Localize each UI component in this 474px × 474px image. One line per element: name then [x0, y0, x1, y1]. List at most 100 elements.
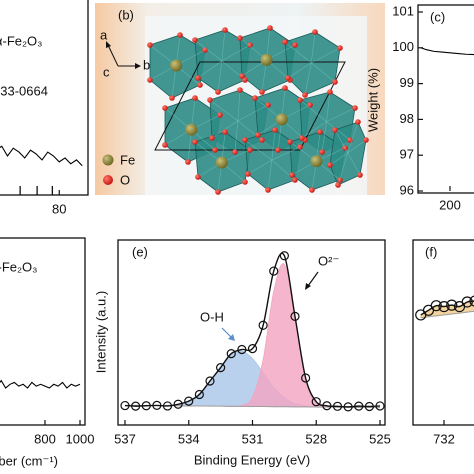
legend-label: O — [120, 172, 130, 187]
data-point — [269, 266, 279, 276]
octahedron-edge — [311, 31, 316, 63]
octahedron-edge — [311, 47, 341, 64]
data-point — [354, 401, 364, 411]
x-axis-label: Binding Energy (eV) — [194, 452, 310, 467]
data-point — [152, 400, 162, 410]
annotation: JCPDS 33-0664 — [0, 83, 48, 98]
o-atom — [192, 95, 198, 101]
panel-frame — [417, 4, 474, 194]
octahedron-edge — [217, 60, 223, 93]
o-atom — [282, 85, 288, 91]
data-line — [0, 379, 81, 389]
octahedron-edge — [347, 139, 367, 154]
y-axis-label: Intensity (a.u.) — [93, 291, 108, 373]
atoms — [147, 25, 369, 195]
data-point — [332, 401, 343, 411]
panel-label: (f) — [425, 244, 437, 259]
o-atom — [275, 147, 281, 153]
o-atom — [285, 75, 291, 81]
data-point — [237, 344, 247, 355]
data-point — [364, 401, 374, 412]
o-atom — [162, 105, 168, 111]
data-point — [258, 320, 268, 330]
x-tick-label: 537 — [114, 431, 136, 446]
component-label: O-H — [200, 309, 224, 324]
o-atom — [332, 127, 338, 133]
octahedron-edge — [221, 29, 226, 61]
o-atom — [242, 137, 248, 143]
octahedron-edge — [311, 62, 336, 83]
o-atom — [292, 177, 298, 183]
legend-label: Fe — [120, 152, 135, 167]
o-atom — [237, 87, 243, 93]
o-atom — [309, 187, 315, 193]
octahedron-edge — [271, 146, 301, 161]
data-point — [173, 399, 183, 409]
octahedron-edge — [197, 60, 223, 79]
o-atom — [247, 147, 253, 153]
o-atom — [299, 135, 305, 141]
data-point — [162, 401, 173, 411]
fit-line — [124, 252, 381, 408]
background-line — [420, 310, 474, 319]
octahedron-edge — [304, 62, 312, 96]
o-atom — [197, 82, 203, 88]
o-atom — [195, 174, 201, 180]
o-atom — [162, 142, 168, 148]
octahedron-edge — [337, 152, 349, 186]
o-atom — [147, 77, 153, 83]
fe-atom — [215, 156, 228, 169]
o-atom — [363, 137, 369, 143]
data-point — [311, 397, 321, 407]
data-point — [131, 401, 141, 411]
fe-atom — [185, 123, 198, 136]
o-atom — [337, 177, 343, 183]
annotation-arrow — [221, 327, 233, 339]
fe-atom — [275, 113, 288, 126]
o-atom — [332, 79, 338, 85]
arrow-head — [135, 63, 141, 69]
o-atom — [232, 149, 238, 155]
data-point — [322, 401, 332, 411]
data-point — [216, 363, 226, 373]
axis-label: b — [143, 57, 150, 72]
o-atom — [337, 45, 343, 51]
legend-swatch — [102, 154, 114, 166]
panel-frame — [117, 239, 386, 426]
octahedron-edge — [321, 121, 327, 153]
unit-cell — [154, 61, 346, 151]
o-atom — [222, 129, 228, 135]
o-atom — [252, 95, 258, 101]
octahedron-edge — [271, 129, 276, 161]
panel-frame — [412, 239, 474, 426]
o-atom — [317, 129, 323, 135]
data-line — [0, 145, 83, 167]
o-atom — [307, 102, 313, 108]
data-point — [279, 251, 289, 261]
annotation: α-Fe₂O₃ — [0, 33, 42, 48]
o-atom — [192, 139, 198, 145]
data-line — [421, 47, 474, 56]
x-tick-label: 1000 — [66, 431, 95, 446]
octahedron-edge — [301, 121, 327, 139]
panel-label: (c) — [430, 9, 445, 24]
octahedron-edge — [347, 121, 359, 153]
fe-atom — [310, 155, 323, 168]
octahedron-edge — [326, 91, 331, 122]
o-atom — [265, 102, 271, 108]
x-tick-label: 528 — [305, 431, 327, 446]
data-point — [469, 295, 474, 307]
octahedron-edge — [267, 160, 273, 191]
x-tick-label: 80 — [52, 201, 66, 216]
o-atom — [312, 29, 318, 35]
x-tick-label: 732 — [433, 431, 455, 446]
o-atom — [215, 89, 221, 95]
data-point — [430, 300, 442, 312]
fit-line — [420, 300, 474, 316]
o-atom — [207, 97, 213, 103]
arrow-head — [305, 283, 311, 290]
data-point — [446, 299, 458, 311]
data-point — [301, 373, 311, 383]
